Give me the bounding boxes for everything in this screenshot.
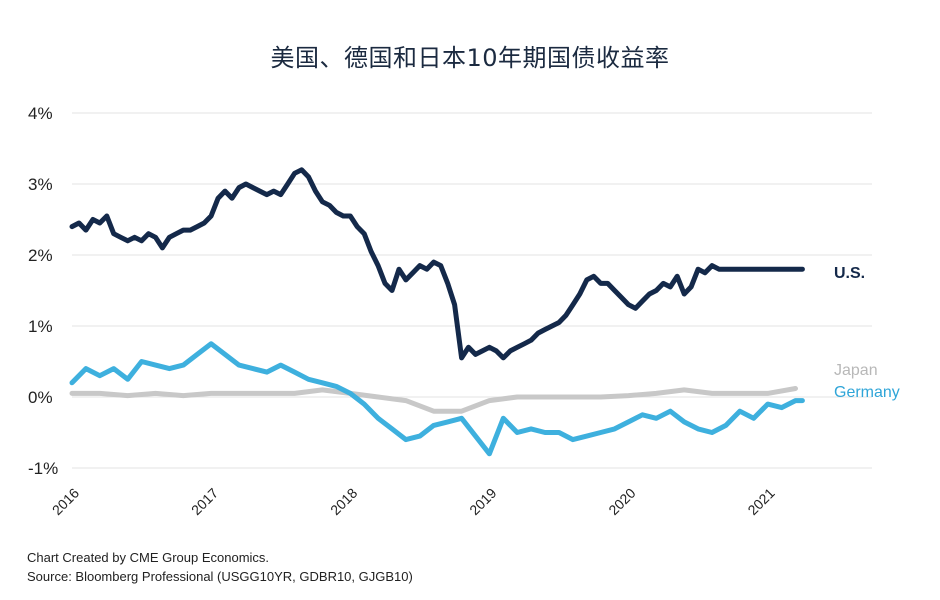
footnote-credit: Chart Created by CME Group Economics. xyxy=(27,550,270,565)
axis-ticks: 4% 3% 2% 1% 0% -1% 2016 2017 2018 2019 2020 2021 xyxy=(28,104,778,518)
series-line-japan xyxy=(69,386,798,414)
chart-title: 美国、德国和日本10年期国债收益率 xyxy=(270,44,670,72)
y-tick-label: 0% xyxy=(28,388,53,407)
series-lines xyxy=(69,167,805,457)
y-tick-label: 1% xyxy=(28,317,53,336)
y-tick-label: -1% xyxy=(28,459,58,478)
series-label-japan: Japan xyxy=(834,362,878,379)
series-line-germany xyxy=(69,341,805,457)
x-tick-label: 2018 xyxy=(327,485,360,518)
series-line-us xyxy=(69,167,805,361)
x-tick-label: 2020 xyxy=(605,485,638,518)
series-label-us: U.S. xyxy=(834,265,865,282)
y-tick-label: 3% xyxy=(28,175,53,194)
series-labels: U.S. Japan Germany xyxy=(834,265,900,401)
x-tick-label: 2017 xyxy=(188,485,221,518)
y-tick-label: 4% xyxy=(28,104,53,123)
x-tick-label: 2021 xyxy=(744,485,777,518)
y-tick-label: 2% xyxy=(28,246,53,265)
gridlines xyxy=(72,112,872,469)
x-tick-label: 2019 xyxy=(466,485,499,518)
series-label-germany: Germany xyxy=(834,384,900,401)
footnote-source: Source: Bloomberg Professional (USGG10YR… xyxy=(27,569,413,584)
x-tick-label: 2016 xyxy=(49,485,82,518)
